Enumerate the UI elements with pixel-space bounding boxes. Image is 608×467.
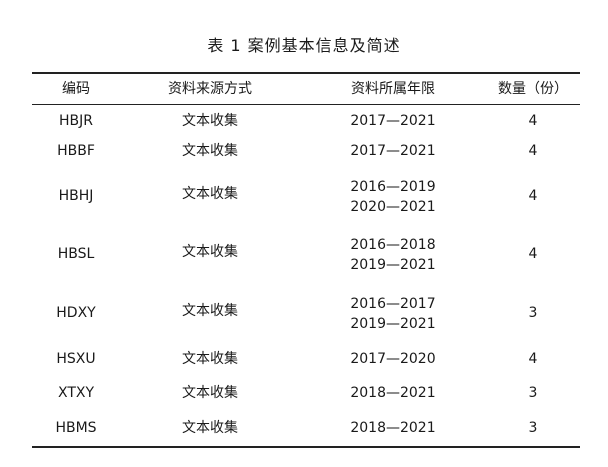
cell-years: 2020—2021 bbox=[350, 199, 436, 215]
cell-source: 文本收集 bbox=[182, 351, 238, 367]
cell-years: 2018—2021 bbox=[350, 420, 436, 436]
header-count: 数量（份） bbox=[498, 81, 568, 97]
cell-count: 4 bbox=[528, 351, 538, 367]
cell-count: 3 bbox=[528, 420, 538, 436]
header-source: 资料来源方式 bbox=[168, 81, 252, 97]
cell-years: 2016—2018 bbox=[350, 237, 436, 253]
cell-source: 文本收集 bbox=[182, 186, 238, 202]
cell-code: HDXY bbox=[56, 305, 96, 321]
cell-code: HBSL bbox=[57, 246, 95, 262]
header-code: 编码 bbox=[62, 81, 90, 97]
cell-code: XTXY bbox=[57, 385, 95, 401]
cell-years: 2019—2021 bbox=[350, 257, 436, 273]
table-caption: 表 1 案例基本信息及简述 bbox=[207, 36, 401, 55]
bottom-rule bbox=[32, 446, 580, 448]
cell-source: 文本收集 bbox=[182, 113, 238, 129]
cell-count: 4 bbox=[528, 188, 538, 204]
cell-count: 4 bbox=[528, 113, 538, 129]
cell-count: 4 bbox=[528, 143, 538, 159]
cell-years: 2016—2019 bbox=[350, 179, 436, 195]
cell-years: 2018—2021 bbox=[350, 385, 436, 401]
cell-years: 2016—2017 bbox=[350, 296, 436, 312]
cell-count: 3 bbox=[528, 385, 538, 401]
cell-source: 文本收集 bbox=[182, 143, 238, 159]
cell-count: 4 bbox=[528, 246, 538, 262]
header-years: 资料所属年限 bbox=[351, 81, 435, 97]
header-rule bbox=[32, 104, 580, 105]
cell-source: 文本收集 bbox=[182, 385, 238, 401]
cell-count: 3 bbox=[528, 305, 538, 321]
cell-code: HSXU bbox=[56, 351, 96, 367]
cell-code: HBJR bbox=[59, 113, 93, 129]
cell-source: 文本收集 bbox=[182, 303, 238, 319]
top-rule bbox=[32, 72, 580, 74]
cell-years: 2017—2020 bbox=[350, 351, 436, 367]
cell-code: HBHJ bbox=[58, 188, 94, 204]
cell-years: 2019—2021 bbox=[350, 316, 436, 332]
cell-years: 2017—2021 bbox=[350, 143, 436, 159]
cell-source: 文本收集 bbox=[182, 244, 238, 260]
cell-code: HBBF bbox=[57, 143, 95, 159]
cell-source: 文本收集 bbox=[182, 420, 238, 436]
cell-code: HBMS bbox=[55, 420, 97, 436]
cell-years: 2017—2021 bbox=[350, 113, 436, 129]
